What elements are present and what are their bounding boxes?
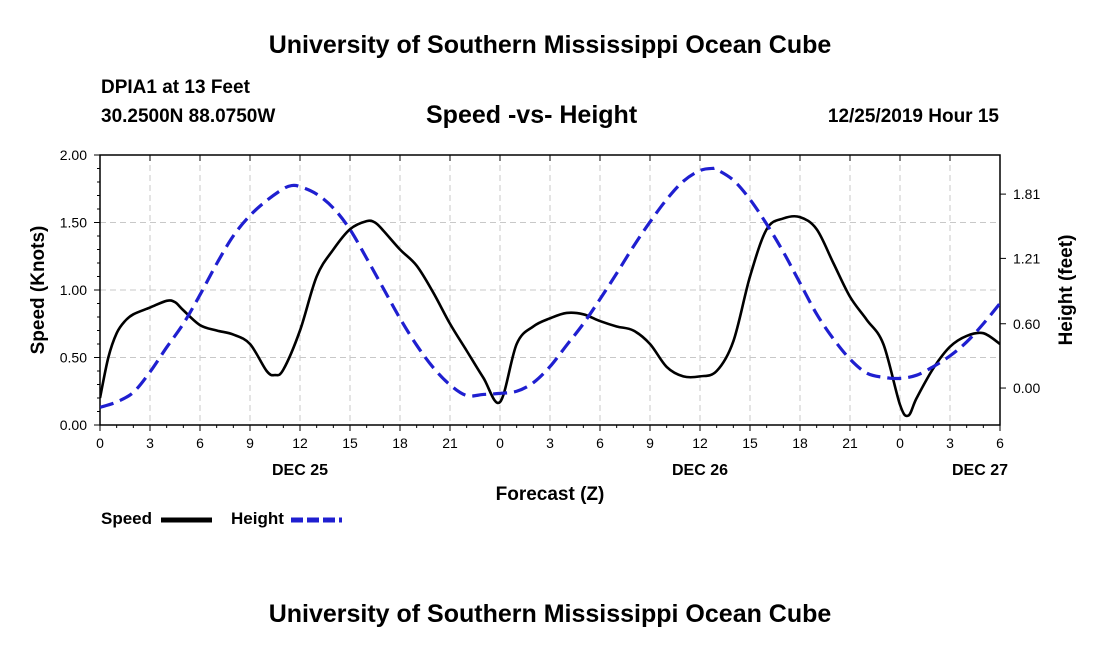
x-tick-label: 21 — [442, 435, 458, 451]
y-tick-label: 0.00 — [60, 417, 87, 433]
page-title-bottom: University of Southern Mississippi Ocean… — [268, 600, 832, 628]
series-line-height — [100, 166, 1000, 409]
station-label: DPIA1 at 13 Feet — [101, 77, 250, 98]
grid — [100, 155, 1000, 425]
x-tick-label: 3 — [546, 435, 554, 451]
y2-tick-label: 1.21 — [1013, 250, 1040, 266]
date-label: DEC 27 — [952, 462, 1008, 479]
x-tick-label: 6 — [996, 435, 1004, 451]
legend-height-label: Height — [231, 509, 284, 528]
x-tick-label: 18 — [792, 435, 808, 451]
x-tick-label: 21 — [842, 435, 858, 451]
x-tick-label: 3 — [946, 435, 954, 451]
x-tick-label: 15 — [742, 435, 758, 451]
x-tick-label: 12 — [692, 435, 708, 451]
y2-axis-label: Height (feet) — [1056, 235, 1077, 346]
series-line-speed — [100, 214, 1000, 418]
y-axis-label: Speed (Knots) — [28, 226, 49, 355]
x-axis-label: Forecast (Z) — [496, 484, 605, 505]
x-tick-label: 6 — [596, 435, 604, 451]
x-tick-label: 6 — [196, 435, 204, 451]
x-tick-label: 12 — [292, 435, 308, 451]
x-tick-label: 0 — [96, 435, 104, 451]
x-tick-label: 9 — [246, 435, 254, 451]
legend-speed-label: Speed — [101, 509, 153, 528]
y2-tick-label: 1.81 — [1013, 186, 1040, 202]
y-tick-label: 1.00 — [60, 282, 87, 298]
y2-tick-label: 0.60 — [1013, 316, 1040, 332]
x-tick-label: 0 — [896, 435, 904, 451]
x-tick-label: 9 — [646, 435, 654, 451]
coordinates-label: 30.2500N 88.0750W — [101, 106, 276, 127]
datetime-label: 12/25/2019 Hour 15 — [827, 106, 999, 127]
x-tick-label: 15 — [342, 435, 358, 451]
page-title-top: University of Southern Mississippi Ocean… — [268, 31, 832, 59]
x-tick-label: 18 — [392, 435, 408, 451]
chart-title: Speed -vs- Height — [426, 101, 638, 129]
y-tick-label: 1.50 — [60, 215, 87, 231]
y-tick-label: 2.00 — [60, 147, 87, 163]
date-label: DEC 25 — [272, 462, 328, 479]
x-tick-label: 0 — [496, 435, 504, 451]
y-tick-label: 0.50 — [60, 350, 87, 366]
date-label: DEC 26 — [672, 462, 728, 479]
y2-tick-label: 0.00 — [1013, 380, 1040, 396]
x-tick-label: 3 — [146, 435, 154, 451]
